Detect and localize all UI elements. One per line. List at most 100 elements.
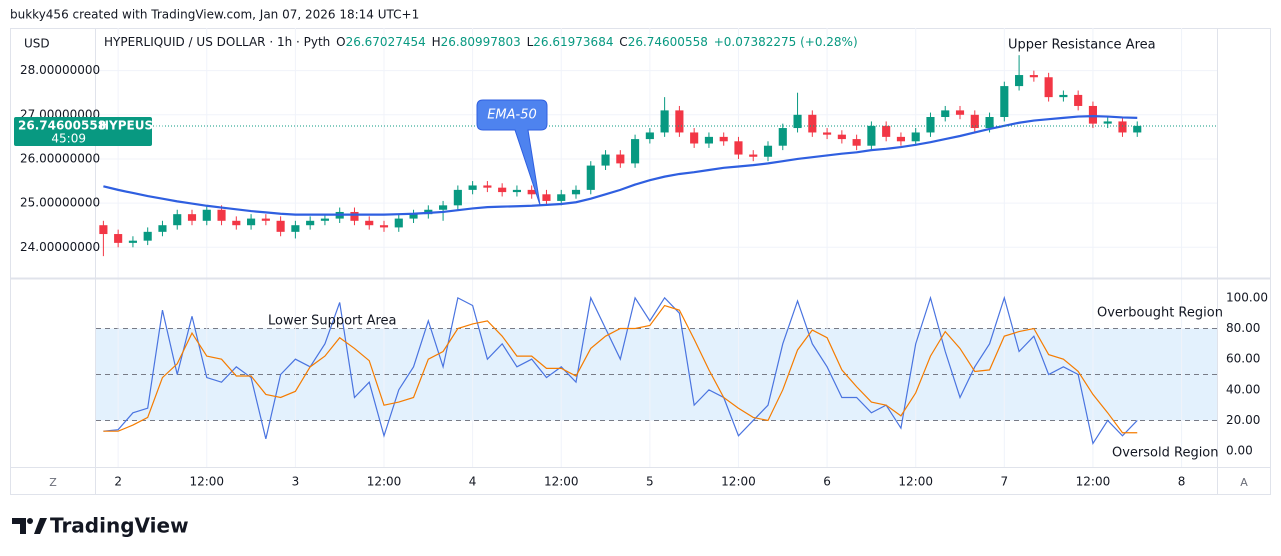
candle-body [955,110,965,115]
candle-body [793,114,802,129]
candle-body [557,194,566,201]
candle-body [187,214,197,221]
mark-layer [96,55,1217,446]
candle-body [1074,94,1083,106]
candle-body [941,110,950,118]
candle-body [453,189,462,206]
annotation: Oversold Region [1112,446,1219,461]
x-tick-label: 12:00 [367,475,402,489]
currency-box [14,30,54,56]
legend-label: C [619,35,627,49]
candle-body [749,154,758,157]
candle-body [512,189,521,193]
x-tick-label: 4 [469,475,477,489]
candle-body [808,114,817,133]
candle-body [143,231,152,241]
logo-mark [27,518,33,524]
x-tick-label: 8 [1178,475,1186,489]
logo-mark [34,518,47,534]
candle-body [114,234,123,243]
legend-change: +0.07382275 (+0.28%) [714,35,858,49]
annotation: Overbought Region [1097,306,1223,321]
candle-body [173,214,182,226]
annotation: Upper Resistance Area [1008,38,1156,53]
x-tick-label: 12:00 [721,475,756,489]
credit: bukky456 created with TradingView.com, J… [10,8,419,22]
last-price: 26.74600558 [18,119,106,133]
candle-body [306,220,315,226]
legend-label: O [336,35,345,49]
candle-body [601,154,610,166]
candle-body [675,110,684,133]
symbol-tag: HYPEUSD [99,119,163,133]
candle-body [202,209,211,221]
candle-body [616,154,625,164]
x-tick-label: 12:00 [898,475,933,489]
legend-value: 26.61973684 [533,35,613,49]
x-tick-label: 12:00 [189,475,224,489]
legend-label: H [432,35,441,49]
candle-body [439,205,448,210]
frame [10,28,1271,495]
candle-body [734,141,743,155]
candle-body [1000,86,1009,118]
ema-line [103,115,1138,216]
candle-body [261,218,270,221]
corner-label[interactable]: Z [49,476,57,489]
x-tick-label: 6 [823,475,831,489]
x-tick-label: 12:00 [544,475,579,489]
y-tick-label: 28.00000000 [20,63,100,77]
logo: TradingView [12,514,189,538]
candle-body [1088,105,1097,124]
countdown: 45:09 [51,132,86,146]
y-tick-label: 100.00 [1226,290,1268,304]
candle-body [483,185,492,188]
candle-body [926,117,935,133]
candle-body [970,114,979,129]
y-tick-label: 20.00 [1226,413,1260,427]
oscillator-line [103,304,1138,434]
currency: USD [24,37,50,51]
candle-body [379,225,389,228]
candle-body [1059,94,1068,98]
candle-body [498,187,507,193]
candle-body [128,240,137,243]
y-tick-label: 0.00 [1226,444,1253,458]
candle-body [631,139,640,164]
candle-body [1044,77,1053,98]
legend-value: 26.67027454 [346,35,426,49]
legend-value: 26.80997803 [441,35,521,49]
candle-body [217,209,226,221]
candle-body [660,110,669,133]
x-tick-label: 7 [1000,475,1008,489]
candle-body [394,218,403,228]
candle-body [867,125,876,146]
candle-body [837,134,846,140]
candle-body [823,132,832,135]
corner-label[interactable]: A [1240,476,1248,489]
background-layer [96,28,1217,467]
candle-body [896,136,905,142]
candle-body [704,136,713,144]
candle-body [1118,121,1127,133]
candle-body [852,139,861,146]
candle-body [719,136,728,142]
y-tick-label: 25.00000000 [20,196,100,210]
legend-symbol: HYPERLIQUID / US DOLLAR · 1h · Pyth [104,35,330,49]
x-tick-label: 12:00 [1076,475,1111,489]
candle-body [291,225,300,232]
candle-body [1133,125,1142,133]
candle-body [586,165,595,190]
y-tick-label: 80.00 [1226,321,1260,335]
candle-body [882,125,891,137]
candle-body [763,145,773,157]
candle-body [527,189,536,195]
candle-body [365,220,374,226]
legend: HYPERLIQUID / US DOLLAR · 1h · Pyth O26.… [104,35,858,49]
candle-body [99,225,108,235]
y-tick-label: 24.00000000 [20,240,100,254]
candle-body [468,185,477,190]
brand: TradingView [50,514,189,538]
candle-body [985,117,994,129]
